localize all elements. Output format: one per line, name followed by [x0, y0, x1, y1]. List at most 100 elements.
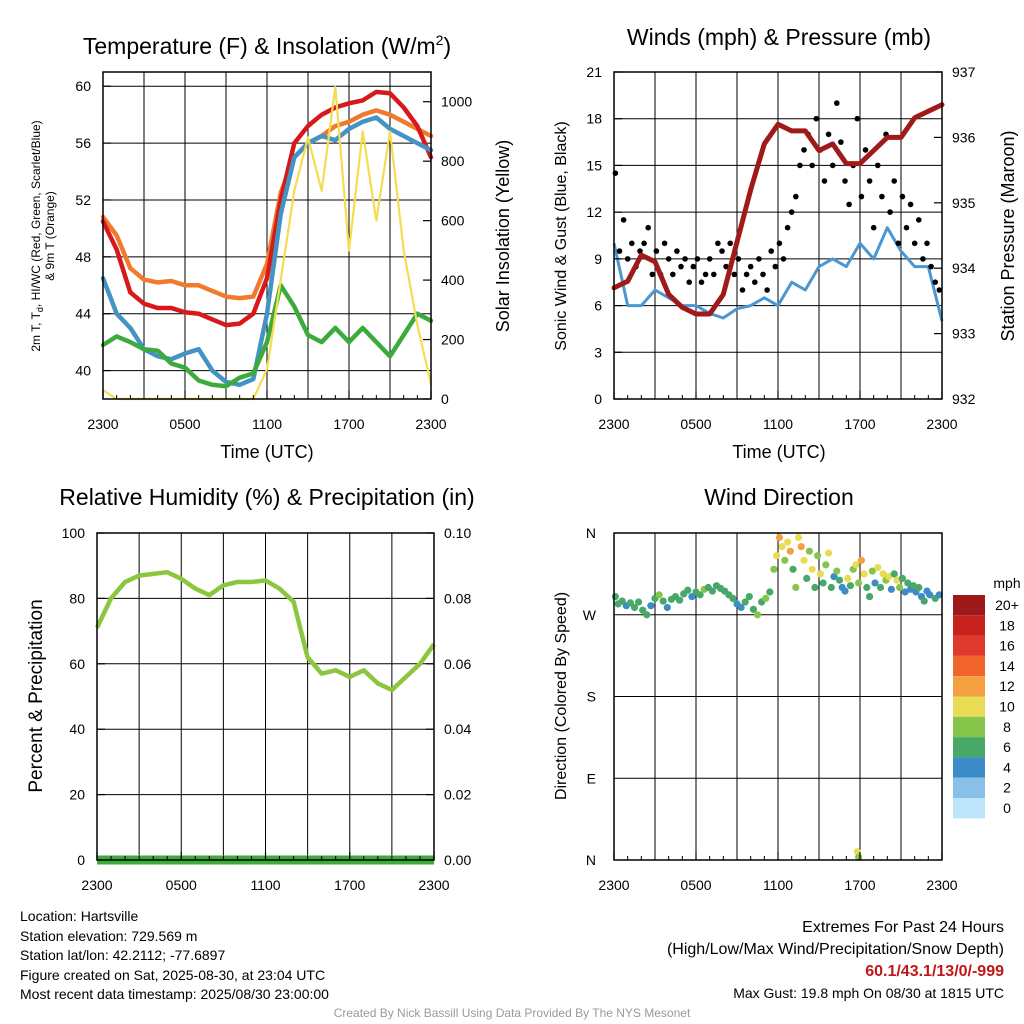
dir-point	[868, 567, 876, 575]
dir-point	[915, 583, 923, 592]
y2-tick-label: 936	[952, 129, 976, 145]
dir-ylabel: Direction (Colored By Speed)	[553, 592, 570, 800]
y2-tick-label: 933	[952, 326, 976, 342]
gust-point	[907, 201, 914, 208]
gust-point	[739, 287, 746, 293]
gust-point	[895, 240, 902, 247]
wind-xlabel: Time (UTC)	[732, 442, 825, 462]
dir-point	[811, 583, 819, 592]
dir-point	[844, 574, 852, 583]
dir-point	[866, 593, 874, 601]
created-text: Figure created on Sat, 2025-08-30, at 23…	[20, 966, 326, 983]
gust-point	[776, 240, 783, 247]
speed-legend: 20+ 18 16 14 12 10 8 6 4 2 0	[953, 595, 1019, 819]
rh-title: Relative Humidity (%) & Precipitation (i…	[59, 484, 474, 510]
legend-label: 0	[1003, 800, 1011, 816]
gust-point	[756, 256, 762, 262]
y2-tick-label: 0.04	[444, 721, 471, 737]
gust-point	[752, 279, 758, 286]
legend-label: 20+	[995, 597, 1019, 613]
pressure-line	[611, 102, 945, 317]
gust-point	[690, 263, 697, 270]
x-tick-label: 0500	[169, 416, 200, 432]
location-text: Location: Hartsville	[20, 908, 139, 924]
dir-title: Wind Direction	[704, 484, 854, 510]
legend-label: 12	[999, 678, 1015, 694]
y2-tick-label: 932	[952, 391, 976, 407]
y-tick-label: 9	[594, 251, 602, 267]
dir-point	[618, 597, 626, 605]
x-tick-label: 2300	[81, 877, 112, 893]
dir-point	[860, 570, 868, 578]
dir-point	[893, 576, 901, 584]
x-tick-label: 1100	[252, 416, 282, 432]
y2-tick-label: 1000	[441, 94, 472, 110]
dir-tick-label: S	[587, 689, 596, 705]
temp-title: Temperature (F) & Insolation (W/m2)	[83, 32, 451, 59]
dir-panel: Wind Direction 2300 0500 1100 1700 2300NWSEN…	[553, 484, 1021, 893]
dir-point	[635, 598, 643, 606]
gust-point	[829, 162, 836, 169]
x-tick-label: 0500	[680, 416, 711, 432]
temp-ylabel: 2m T, Td, HI/WC (Red, Green, Scarlet/Blu…	[29, 120, 57, 351]
legend-swatch	[953, 696, 985, 717]
gust-point	[936, 287, 943, 293]
x-tick-label: 2300	[926, 416, 957, 432]
gust-point	[862, 147, 869, 153]
temp-panel: Temperature (F) & Insolation (W/m2) 2300…	[29, 32, 513, 462]
gust-point	[727, 240, 733, 247]
legend-label: 18	[999, 617, 1015, 633]
credit-text: Created By Nick Bassill Using Data Provi…	[333, 1006, 691, 1020]
elevation-text: Station elevation: 729.569 m	[20, 927, 198, 944]
gust-point	[682, 256, 688, 262]
gust-point	[809, 162, 815, 169]
dir-point	[741, 598, 749, 606]
wind-title: Winds (mph) & Pressure (mb)	[627, 24, 931, 50]
dir-point	[896, 583, 904, 592]
gust-point	[858, 193, 865, 200]
dir-point	[784, 538, 792, 546]
y2-tick-label: 0.02	[444, 787, 471, 803]
svg-text:2m T, Td, HI/WC (Red, Green, S: 2m T, Td, HI/WC (Red, Green, Scarlet/Blu…	[29, 120, 45, 351]
x-tick-label: 1100	[763, 416, 793, 432]
gust-point	[698, 279, 705, 286]
gust-point	[887, 209, 893, 215]
gust-point	[891, 178, 897, 184]
x-tick-label: 1100	[250, 877, 280, 893]
x-tick-label: 2300	[418, 877, 449, 893]
x-tick-label: 1100	[763, 877, 793, 893]
dir-point	[688, 593, 696, 601]
y-tick-label: 0	[594, 391, 602, 407]
dir-point	[855, 579, 863, 587]
legend-label: 14	[999, 658, 1015, 674]
gust-point	[694, 256, 701, 262]
gust-point	[780, 256, 787, 262]
dir-point	[696, 591, 704, 599]
y-tick-label: 18	[586, 111, 602, 127]
dir-point	[879, 570, 887, 578]
extremes-subtitle: (High/Low/Max Wind/Precipitation/Snow De…	[666, 941, 1004, 958]
x-tick-label: 2300	[415, 416, 446, 432]
dir-point	[827, 583, 835, 592]
dir-point	[816, 570, 825, 578]
dir-point	[920, 597, 928, 605]
y2-tick-label: 937	[952, 64, 976, 80]
gust-point	[838, 139, 844, 145]
dir-point	[808, 565, 816, 573]
gust-point	[866, 178, 873, 184]
dir-point	[773, 552, 781, 560]
series-line-green	[100, 283, 434, 389]
extremes-block: Extremes For Past 24 Hours (High/Low/Max…	[667, 917, 1004, 1003]
y2-tick-label: 800	[441, 153, 465, 169]
dir-point	[814, 552, 822, 560]
y-tick-label: 21	[586, 64, 602, 80]
dir-point	[659, 597, 667, 605]
x-tick-label: 1700	[334, 877, 365, 893]
y-tick-label: 60	[75, 78, 91, 94]
max-gust-text: Max Gust: 19.8 mph On 08/30 at 1815 UTC	[733, 985, 1004, 1001]
x-tick-label: 2300	[87, 416, 118, 432]
dir-tick-label: E	[587, 770, 596, 786]
y-tick-label: 12	[586, 204, 602, 220]
legend-swatch	[953, 798, 985, 819]
